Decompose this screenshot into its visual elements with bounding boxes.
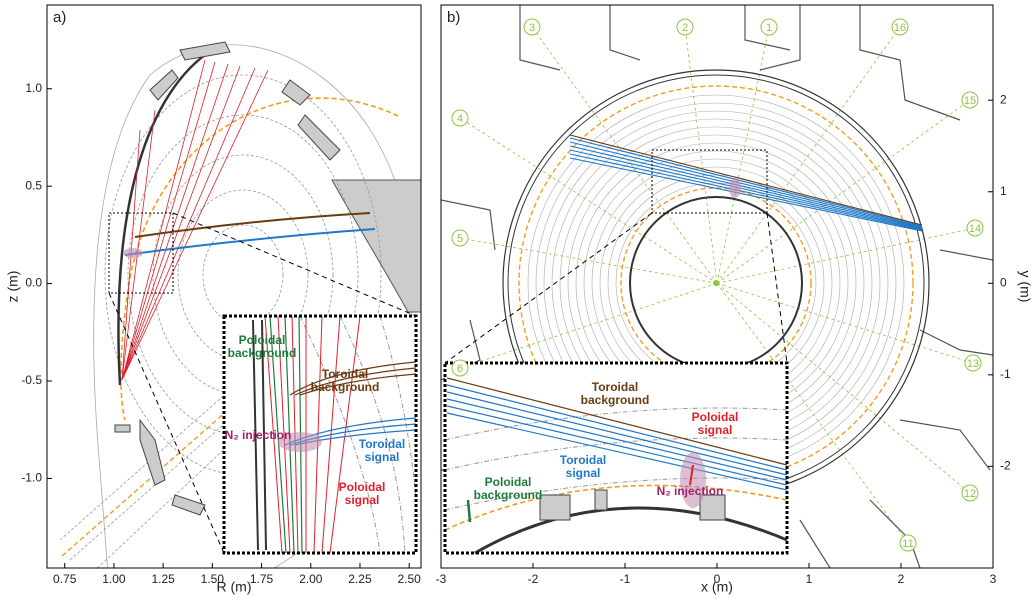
port-sightline <box>717 228 975 283</box>
x-tick-label: 1.25 <box>151 572 175 586</box>
annotation: Toroidal background <box>560 381 670 407</box>
port-sightline <box>717 283 973 363</box>
x-tick-label: -3 <box>436 572 447 586</box>
annotation: N₂ injection <box>208 429 308 442</box>
port-sightline <box>460 283 717 368</box>
y-tick-label: -0.5 <box>21 373 42 387</box>
y-tick-label: 0.0 <box>25 276 42 290</box>
x-tick-label: 1.00 <box>102 572 126 586</box>
x-tick-label: 2.50 <box>398 572 422 586</box>
annotation: Poloidal signal <box>680 411 750 437</box>
port-label: 3 <box>529 22 535 34</box>
port-sightline <box>717 27 769 283</box>
chart: 0.751.001.251.501.752.002.252.501.00.50.… <box>0 0 1033 598</box>
annotation: Toroidal signal <box>548 454 618 480</box>
port-label: 2 <box>682 22 688 34</box>
y-tick-label: 2 <box>1000 92 1007 106</box>
y-tick-label: -2 <box>1000 459 1011 473</box>
port-label: 6 <box>457 363 463 375</box>
port-label: 12 <box>964 488 976 500</box>
y-tick-label: 1 <box>1000 184 1007 198</box>
x-tick-label: 1 <box>806 572 813 586</box>
panel-label: a) <box>53 9 66 26</box>
x-axis-title: x (m) <box>701 579 733 595</box>
y-tick-label: 0 <box>1000 275 1007 289</box>
port-label: 11 <box>902 538 913 550</box>
y-axis-title: z (m) <box>5 271 21 303</box>
x-tick-label: -2 <box>528 572 539 586</box>
y-tick-label: 1.0 <box>25 81 42 95</box>
x-tick-label: 0.75 <box>53 572 77 586</box>
annotation: Toroidal signal <box>347 438 417 464</box>
port-sightline <box>685 27 717 283</box>
port-label: 13 <box>967 358 979 370</box>
port-sightline <box>460 238 717 283</box>
x-axis-title: R (m) <box>217 579 252 595</box>
port-label: 15 <box>964 95 976 107</box>
port-label: 16 <box>894 22 906 34</box>
port-label: 1 <box>766 22 772 34</box>
y-tick-label: 0.5 <box>25 178 42 192</box>
panel-label: b) <box>447 9 460 26</box>
annotation: N₂ injection <box>640 485 740 498</box>
x-tick-label: -1 <box>620 572 631 586</box>
x-tick-label: 3 <box>990 572 997 586</box>
y-tick-label: -1.0 <box>21 471 42 485</box>
port-label: 5 <box>457 233 463 245</box>
x-tick-label: 1.75 <box>250 572 274 586</box>
figure: 0.751.001.251.501.752.002.252.501.00.50.… <box>0 0 1033 598</box>
y-tick-label: -1 <box>1000 367 1011 381</box>
annotation: Toroidal background <box>300 368 390 394</box>
x-tick-label: 2.00 <box>299 572 323 586</box>
x-tick-label: 2.25 <box>348 572 372 586</box>
annotation: Poloidal signal <box>327 481 397 507</box>
annotation: Poloidal background <box>458 476 558 502</box>
y-axis-title: y (m) <box>1017 271 1033 303</box>
port-label: 4 <box>457 113 463 125</box>
x-tick-label: 2 <box>898 572 905 586</box>
panel-a-drawing <box>60 42 421 598</box>
annotation: Poloidal background <box>217 334 307 360</box>
port-label: 14 <box>969 223 981 235</box>
